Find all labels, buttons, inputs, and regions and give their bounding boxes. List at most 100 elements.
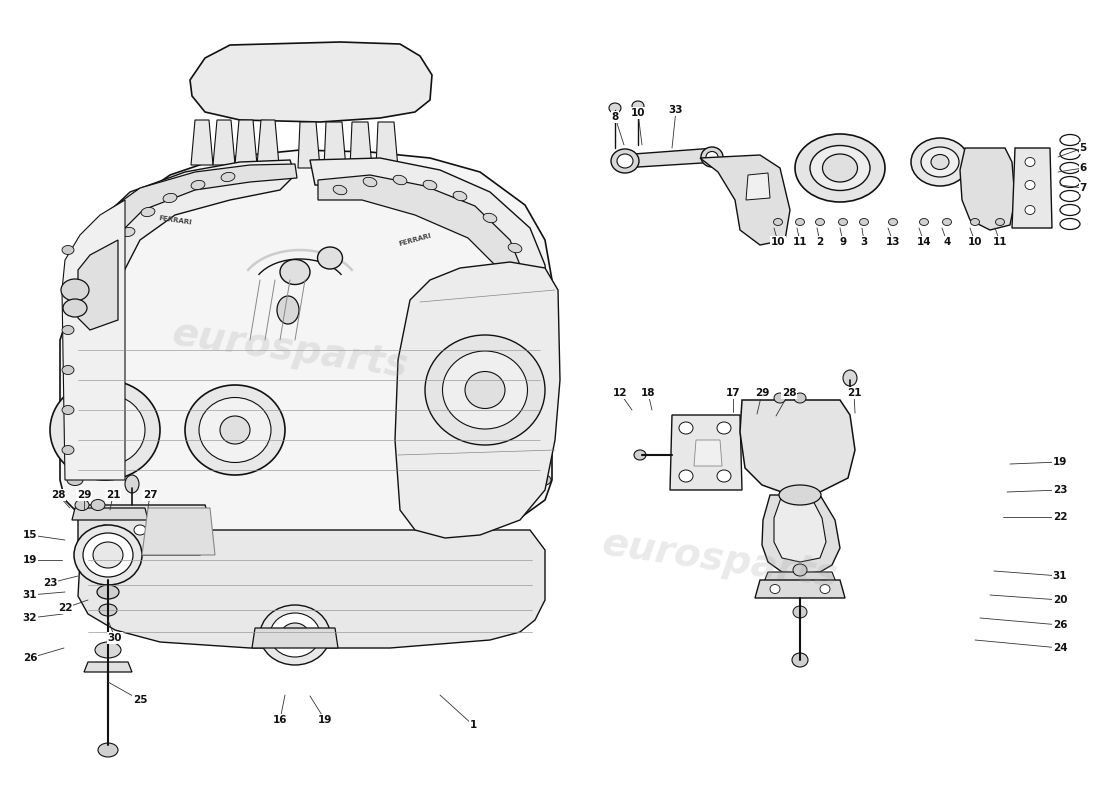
Ellipse shape (125, 475, 139, 493)
Polygon shape (85, 160, 295, 325)
Text: 15: 15 (23, 530, 37, 540)
Ellipse shape (843, 370, 857, 386)
Polygon shape (694, 440, 722, 466)
Ellipse shape (75, 499, 89, 510)
Text: 25: 25 (133, 695, 147, 705)
Polygon shape (620, 148, 718, 168)
Ellipse shape (185, 385, 285, 475)
Text: 16: 16 (273, 715, 287, 725)
Polygon shape (72, 508, 148, 520)
Text: 6: 6 (1079, 163, 1087, 173)
Ellipse shape (62, 406, 74, 414)
Text: 7: 7 (1079, 183, 1087, 193)
Ellipse shape (295, 642, 324, 654)
Ellipse shape (1025, 206, 1035, 214)
Ellipse shape (60, 279, 89, 301)
Polygon shape (78, 240, 118, 330)
Ellipse shape (50, 380, 160, 480)
Text: 22: 22 (57, 603, 73, 613)
Ellipse shape (921, 147, 959, 177)
Text: 10: 10 (968, 237, 982, 247)
Text: 1: 1 (470, 720, 476, 730)
Ellipse shape (101, 275, 114, 285)
Ellipse shape (424, 180, 437, 190)
Polygon shape (84, 662, 132, 672)
Ellipse shape (770, 585, 780, 594)
Ellipse shape (67, 474, 82, 486)
Ellipse shape (920, 218, 928, 226)
Text: 30: 30 (108, 633, 122, 643)
Ellipse shape (94, 542, 123, 568)
Ellipse shape (793, 606, 807, 618)
Polygon shape (213, 120, 235, 165)
Polygon shape (746, 173, 770, 200)
Polygon shape (318, 175, 522, 293)
Ellipse shape (795, 218, 804, 226)
Ellipse shape (333, 186, 346, 194)
Text: 13: 13 (886, 237, 900, 247)
Ellipse shape (483, 214, 497, 222)
Ellipse shape (62, 446, 74, 454)
Text: 5: 5 (1079, 143, 1087, 153)
Ellipse shape (96, 422, 114, 438)
Ellipse shape (535, 370, 551, 381)
Ellipse shape (220, 416, 250, 444)
Ellipse shape (779, 485, 821, 505)
Text: 23: 23 (1053, 485, 1067, 495)
Ellipse shape (810, 146, 870, 190)
Ellipse shape (62, 286, 74, 294)
Text: 11: 11 (992, 237, 1008, 247)
Ellipse shape (535, 405, 551, 415)
Ellipse shape (820, 585, 830, 594)
Ellipse shape (67, 405, 82, 415)
Text: 3: 3 (860, 237, 868, 247)
Ellipse shape (67, 370, 82, 381)
Ellipse shape (393, 175, 407, 185)
Polygon shape (62, 200, 125, 480)
Ellipse shape (535, 334, 551, 346)
Ellipse shape (67, 439, 82, 450)
Ellipse shape (609, 103, 622, 113)
Ellipse shape (134, 525, 146, 535)
Text: 14: 14 (916, 237, 932, 247)
Ellipse shape (634, 450, 646, 460)
Ellipse shape (453, 191, 466, 201)
Ellipse shape (221, 173, 235, 182)
Ellipse shape (701, 147, 723, 167)
Text: 32: 32 (23, 613, 37, 623)
Text: eurosparts: eurosparts (600, 525, 840, 595)
Ellipse shape (679, 470, 693, 482)
Ellipse shape (280, 259, 310, 285)
Ellipse shape (508, 243, 521, 253)
Ellipse shape (773, 218, 782, 226)
Ellipse shape (74, 525, 142, 585)
Text: 19: 19 (318, 715, 332, 725)
Ellipse shape (970, 218, 979, 226)
Text: 4: 4 (944, 237, 950, 247)
Ellipse shape (270, 613, 320, 657)
Ellipse shape (67, 334, 82, 346)
Ellipse shape (277, 296, 299, 324)
Ellipse shape (99, 604, 117, 616)
Polygon shape (235, 120, 257, 165)
Ellipse shape (996, 218, 1004, 226)
Ellipse shape (632, 101, 644, 111)
Text: 10: 10 (630, 108, 646, 118)
Ellipse shape (260, 605, 330, 665)
Text: 2: 2 (816, 237, 824, 247)
Ellipse shape (610, 149, 639, 173)
Polygon shape (60, 150, 552, 534)
Text: 9: 9 (839, 237, 847, 247)
Polygon shape (252, 628, 338, 648)
Ellipse shape (793, 564, 807, 576)
Polygon shape (257, 120, 279, 165)
Ellipse shape (1025, 158, 1035, 166)
Ellipse shape (911, 138, 969, 186)
Text: 31: 31 (23, 590, 37, 600)
Ellipse shape (163, 194, 177, 202)
Ellipse shape (88, 414, 122, 446)
Text: 20: 20 (1053, 595, 1067, 605)
Text: eurosparts: eurosparts (169, 314, 410, 386)
Ellipse shape (792, 653, 808, 667)
Polygon shape (740, 400, 855, 495)
